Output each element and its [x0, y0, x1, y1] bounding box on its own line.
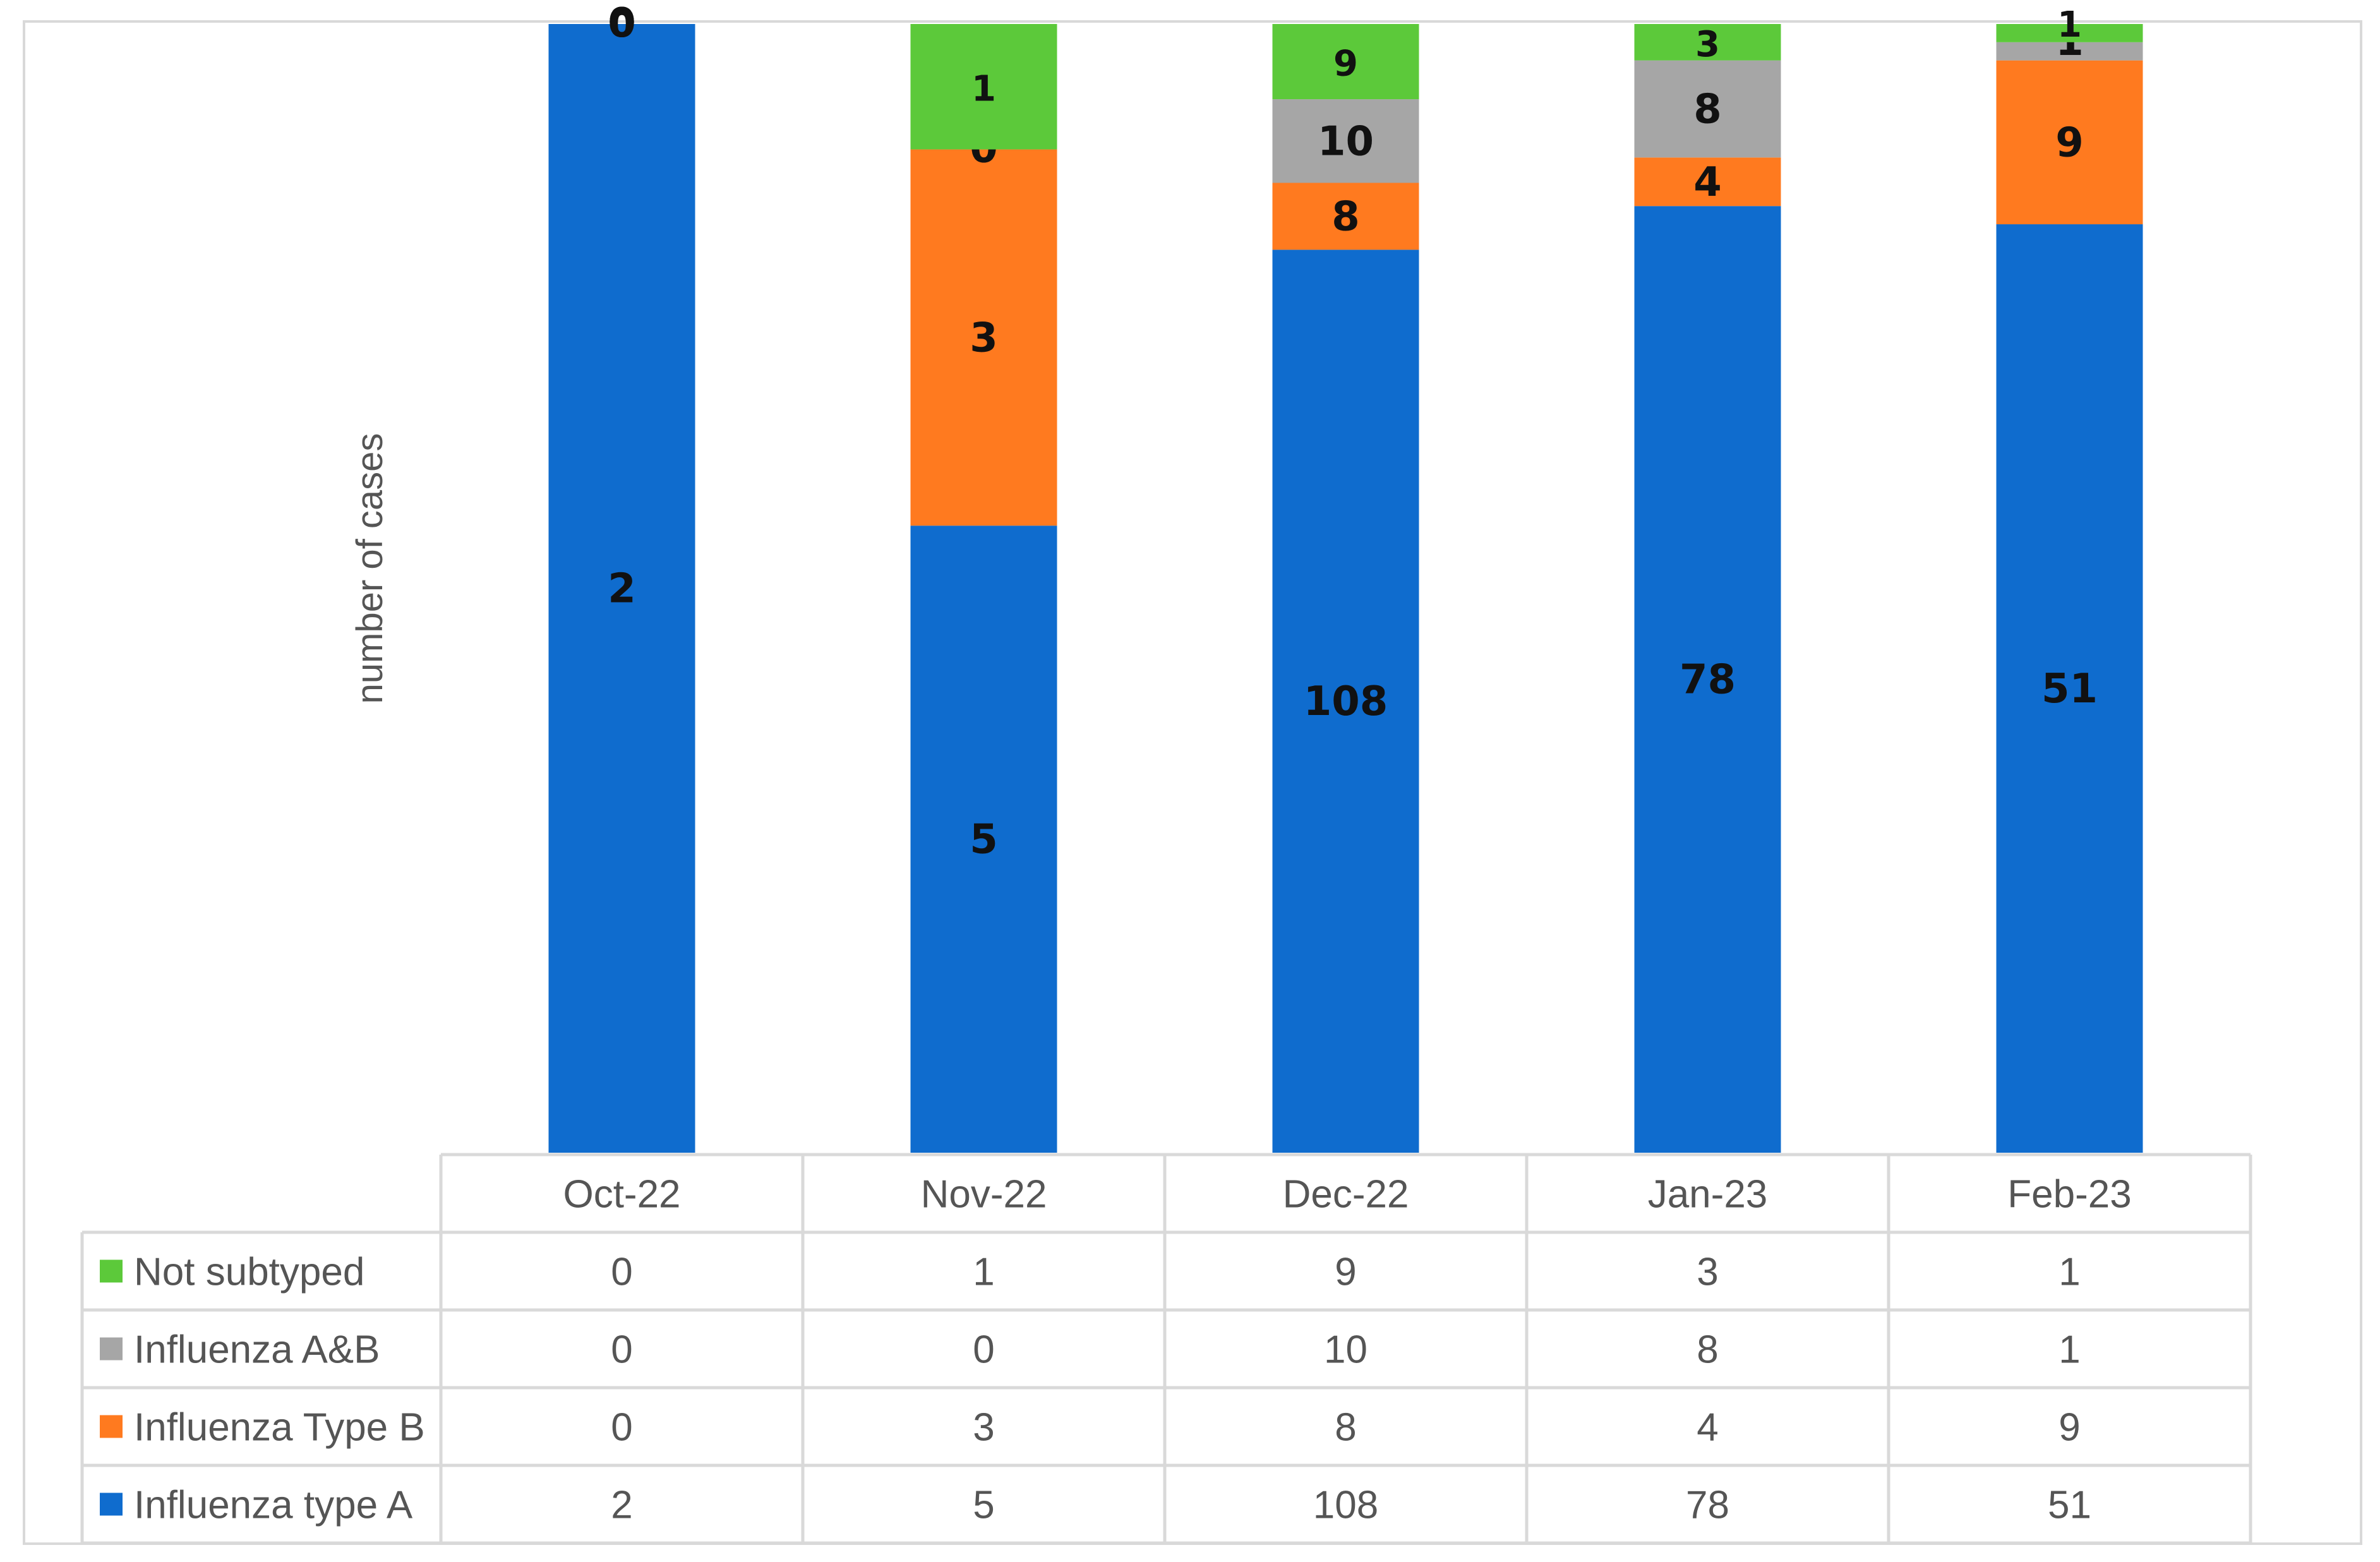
data-label-influenza-a-b-dec-22: 10	[1318, 118, 1374, 165]
table-cell-not-subtyped-jan-23: 3	[1697, 1251, 1718, 1294]
table-cell-influenza-type-a-dec-22: 108	[1313, 1484, 1378, 1527]
legend-swatch-not-subtyped	[100, 1259, 123, 1283]
table-cell-influenza-a-b-jan-23: 8	[1697, 1328, 1718, 1372]
bar-influenza-type-a-jan-23	[1634, 206, 1781, 1153]
table-cell-influenza-a-b-dec-22: 10	[1324, 1328, 1367, 1372]
data-label-influenza-type-a-jan-23: 78	[1680, 657, 1736, 704]
bar-influenza-type-b-dec-22	[1272, 183, 1419, 250]
legend-label-influenza-type-b: Influenza Type B	[134, 1406, 425, 1450]
data-label-influenza-type-a-feb-23: 51	[2041, 666, 2098, 712]
bar-influenza-a-b-feb-23	[1996, 42, 2143, 61]
data-table: Oct-22 Nov-22 Dec-22 Jan-23 Feb-23 Not subtyp…	[80, 1153, 2252, 1545]
bar-influenza-type-a-dec-22	[1272, 249, 1419, 1153]
data-label-not-subtyped-jan-23: 3	[1695, 24, 1720, 65]
data-label-influenza-type-a-nov-22: 5	[970, 817, 998, 863]
table-cell-not-subtyped-dec-22: 9	[1335, 1251, 1356, 1294]
table-cell-not-subtyped-oct-22: 0	[611, 1251, 632, 1294]
table-cell-influenza-type-b-feb-23: 9	[2058, 1406, 2080, 1450]
data-label-influenza-type-b-jan-23: 4	[1693, 159, 1722, 206]
table-cell-influenza-type-b-oct-22: 0	[611, 1406, 632, 1450]
legend-label-not-subtyped: Not subtyped	[134, 1251, 364, 1294]
bar-not-subtyped-dec-22	[1272, 24, 1419, 100]
legend-swatch-influenza-type-a	[100, 1493, 123, 1516]
bar-influenza-type-b-nov-22	[910, 149, 1057, 526]
bar-influenza-a-b-jan-23	[1634, 60, 1781, 158]
category-label-oct-22: Oct-22	[563, 1173, 680, 1217]
data-label-influenza-type-b-oct-22: 0	[608, 0, 636, 47]
data-label-not-subtyped-feb-23: 1	[2057, 4, 2082, 45]
table-cell-influenza-type-a-feb-23: 51	[2048, 1484, 2091, 1527]
bar-influenza-type-a-oct-22	[548, 24, 695, 1153]
data-label-influenza-type-b-dec-22: 8	[1331, 193, 1360, 240]
data-label-influenza-a-b-jan-23: 8	[1693, 87, 1722, 133]
data-label-not-subtyped-nov-22: 1	[971, 68, 996, 109]
bars-group: 2000530110881097848351911	[548, 0, 2143, 1153]
data-label-influenza-type-b-nov-22: 3	[970, 315, 998, 361]
data-label-influenza-type-b-feb-23: 9	[2055, 119, 2084, 166]
data-label-not-subtyped-oct-22: 0	[610, 4, 634, 45]
table-cell-influenza-a-b-oct-22: 0	[611, 1328, 632, 1372]
bar-influenza-type-a-nov-22	[910, 526, 1057, 1153]
data-label-influenza-type-a-oct-22: 2	[608, 566, 636, 613]
data-label-influenza-a-b-oct-22: 0	[608, 0, 636, 47]
bar-influenza-type-a-feb-23	[1996, 224, 2143, 1153]
table-cell-not-subtyped-feb-23: 1	[2058, 1251, 2080, 1294]
legend-label-influenza-a-b: Influenza A&B	[134, 1328, 380, 1372]
category-label-feb-23: Feb-23	[2007, 1173, 2131, 1217]
table-cell-influenza-a-b-feb-23: 1	[2058, 1328, 2080, 1372]
table-cell-influenza-type-a-oct-22: 2	[611, 1484, 632, 1527]
bar-influenza-type-b-feb-23	[1996, 60, 2143, 225]
bar-not-subtyped-jan-23	[1634, 24, 1781, 61]
data-label-not-subtyped-dec-22: 9	[1333, 44, 1358, 85]
legend-swatch-influenza-type-b	[100, 1415, 123, 1438]
category-label-dec-22: Dec-22	[1283, 1173, 1409, 1217]
y-axis-label: number of cases	[349, 433, 390, 704]
table-cell-not-subtyped-nov-22: 1	[973, 1251, 994, 1294]
legend-label-influenza-type-a: Influenza type A	[134, 1484, 413, 1527]
table-cell-influenza-type-a-nov-22: 5	[973, 1484, 994, 1527]
table-cell-influenza-type-b-nov-22: 3	[973, 1406, 994, 1450]
bar-not-subtyped-nov-22	[910, 24, 1057, 150]
table-cell-influenza-type-b-jan-23: 4	[1697, 1406, 1718, 1450]
category-label-jan-23: Jan-23	[1648, 1173, 1768, 1217]
chart-border	[23, 20, 2362, 1545]
table-cell-influenza-type-b-dec-22: 8	[1335, 1406, 1356, 1450]
bar-influenza-a-b-dec-22	[1272, 99, 1419, 183]
table-cell-influenza-type-a-jan-23: 78	[1686, 1484, 1729, 1527]
data-label-influenza-type-a-dec-22: 108	[1304, 678, 1388, 725]
bar-not-subtyped-feb-23	[1996, 24, 2143, 42]
category-label-nov-22: Nov-22	[921, 1173, 1047, 1217]
bar-influenza-type-b-jan-23	[1634, 157, 1781, 207]
legend-swatch-influenza-a-b	[100, 1337, 123, 1361]
table-cell-influenza-a-b-nov-22: 0	[973, 1328, 994, 1372]
